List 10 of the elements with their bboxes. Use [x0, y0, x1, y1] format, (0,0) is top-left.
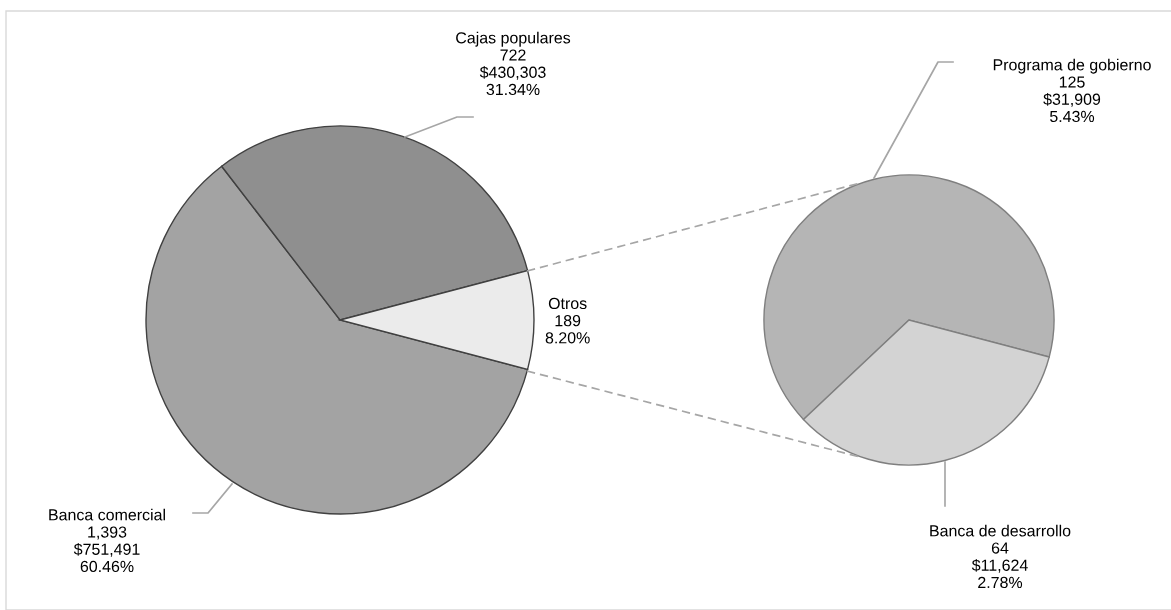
data-label: 189 8.20% — [545, 314, 590, 344]
slice-label: Programa de gobierno — [993, 58, 1151, 74]
data-label: 125 $31,909 5.43% — [1043, 76, 1101, 123]
slice-label: Cajas populares — [456, 31, 571, 47]
slice-label: Otros — [548, 297, 587, 310]
data-label: 64 $11,624 2.78% — [971, 542, 1028, 589]
data-label: 722 $430,303 31.34% — [479, 49, 546, 96]
slice-label: Banca comercial — [49, 508, 165, 521]
slice-label: Banca de desarrollo — [930, 524, 1071, 537]
data-label: 1,393 $751,491 60.46% — [73, 526, 140, 573]
